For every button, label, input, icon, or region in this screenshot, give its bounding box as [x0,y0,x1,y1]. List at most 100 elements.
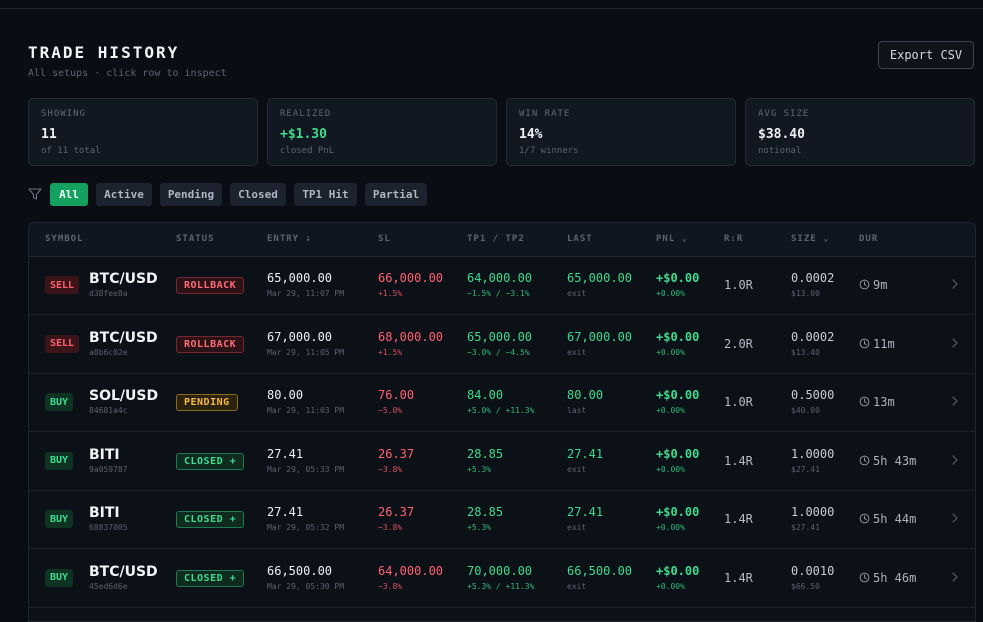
clock-icon [859,338,870,348]
last-label: exit [567,464,587,474]
last-price: 80.00 [567,388,604,402]
stat-value: 11 [41,127,57,142]
pnl-pct: +0.00% [656,289,685,298]
take-profit-pct: +5.3% [467,523,492,532]
stop-loss: 26.37 [378,446,415,461]
clock-icon [859,572,870,582]
stat-sub: of 11 total [41,146,101,156]
table-header: SYMBOL STATUS ENTRY ↓ SL TP1 / TP2 LAST … [29,223,975,257]
stat-label: REALIZED [280,109,332,119]
column-header-size[interactable]: SIZE ⌄ [791,234,830,244]
table-row[interactable]: SELL BTC/USD d38fee8a ROLLBACK 65,000.00… [29,256,975,315]
pnl-value: +$0.00 [656,271,700,285]
take-profit: 84.00 [467,388,504,402]
last-label: exit [567,523,587,532]
duration: 5h 44m [873,512,917,526]
stop-loss-pct: −3.8% [378,523,403,532]
entry-time: Mar 29, 05:30 PM [267,581,345,591]
size-usd: $13.00 [791,289,820,298]
filter-chip-tp1-hit[interactable]: TP1 Hit [294,183,357,206]
clock-icon [859,513,870,524]
column-header-last[interactable]: LAST [567,234,593,244]
table-row[interactable]: BUY BTC/USD 45ed6d6e CLOSED + 66,500.00 … [29,549,975,608]
stop-loss: 26.37 [378,505,415,519]
entry-time: Mar 29, 05:33 PM [267,464,345,474]
stop-loss: 66,000.00 [378,271,444,285]
size: 0.0010 [791,563,835,578]
stat-value: +$1.30 [280,127,327,142]
chevron-right-icon[interactable] [951,337,959,349]
chevron-right-icon[interactable] [951,571,959,583]
export-csv-button[interactable]: Export CSV [878,41,974,69]
size: 0.0002 [791,329,835,344]
clock-icon [859,455,870,465]
page-subtitle: All setups · click row to inspect [28,68,227,79]
pnl-value: +$0.00 [656,446,700,461]
duration: 9m [873,278,888,292]
stat-sub: notional [758,146,802,156]
column-header-entry[interactable]: ENTRY ↓ [267,234,312,244]
filter-chip-closed[interactable]: Closed [230,183,286,206]
table-row[interactable]: BUY BITI 68837005 CLOSED + 27.41 Mar 29,… [29,490,975,549]
entry-time: Mar 29, 05:32 PM [267,523,345,532]
filter-chip-pending[interactable]: Pending [160,183,222,206]
last-label: exit [567,347,587,357]
stat-sub: closed PnL [280,146,335,156]
column-header-sl[interactable]: SL [378,234,391,244]
column-header-symbol[interactable]: SYMBOL [45,234,84,244]
entry-time: Mar 29, 11:03 PM [267,406,345,415]
last-price: 27.41 [567,446,604,461]
stop-loss-pct: +1.5% [378,289,403,298]
take-profit: 65,000.00 [467,329,533,344]
stat-sub: 1/7 winners [519,146,579,156]
last-label: exit [567,289,587,298]
trade-table: SYMBOL STATUS ENTRY ↓ SL TP1 / TP2 LAST … [28,222,976,622]
size: 0.0002 [791,271,835,285]
trade-id: 9a059787 [89,464,128,474]
pnl-pct: +0.00% [656,523,685,532]
chevron-right-icon[interactable] [951,512,959,524]
stop-loss-pct: +1.5% [378,347,403,357]
entry-time: Mar 29, 11:07 PM [267,289,345,298]
symbol: BTC/USD [89,563,158,580]
last-label: exit [567,581,587,591]
chevron-right-icon[interactable] [951,278,959,290]
duration: 11m [873,336,895,351]
trade-id: a8b6c02e [89,347,128,357]
table-row[interactable]: BUY BITI 9a059787 CLOSED + 27.41 Mar 29,… [29,432,975,491]
chevron-right-icon[interactable] [951,395,959,407]
pnl-pct: +0.00% [656,581,685,591]
size-usd: $27.41 [791,464,820,474]
risk-reward: 1.0R [724,395,753,409]
pnl-value: +$0.00 [656,388,700,402]
column-header-pnl[interactable]: PNL ⌄ [656,234,689,244]
column-header-status[interactable]: STATUS [176,234,215,244]
entry-time: Mar 29, 11:05 PM [267,347,345,357]
entry-price: 27.41 [267,446,304,461]
table-row[interactable]: BUY SOL/USD 84681a4c PENDING 80.00 Mar 2… [29,373,975,432]
column-header-tp[interactable]: TP1 / TP2 [467,234,525,244]
last-price: 65,000.00 [567,271,633,285]
take-profit: 64,000.00 [467,271,533,285]
filter-chip-active[interactable]: Active [96,183,152,206]
status-badge: ROLLBACK [176,277,245,294]
side-badge: SELL [45,334,80,353]
entry-price: 65,000.00 [267,271,333,285]
chevron-right-icon[interactable] [951,454,959,466]
duration: 5h 46m [873,570,917,585]
trade-id: 84681a4c [89,406,128,415]
status-badge: ROLLBACK [176,335,245,353]
filter-chip-all[interactable]: All [50,183,88,206]
take-profit-pct: +5.0% / +11.3% [467,406,535,415]
size-usd: $27.41 [791,523,820,532]
symbol: SOL/USD [89,388,159,404]
table-row[interactable]: SELL BTC/USD a8b6c02e ROLLBACK 67,000.00… [29,315,975,374]
column-header-dur[interactable]: DUR [859,234,879,244]
trade-id: 45ed6d6e [89,581,128,591]
column-header-rr[interactable]: R:R [724,234,744,244]
pnl-pct: +0.00% [656,464,685,474]
take-profit: 28.85 [467,505,504,519]
size: 1.0000 [791,505,835,519]
filter-chip-partial[interactable]: Partial [365,183,427,206]
stat-label: WIN RATE [519,109,571,119]
